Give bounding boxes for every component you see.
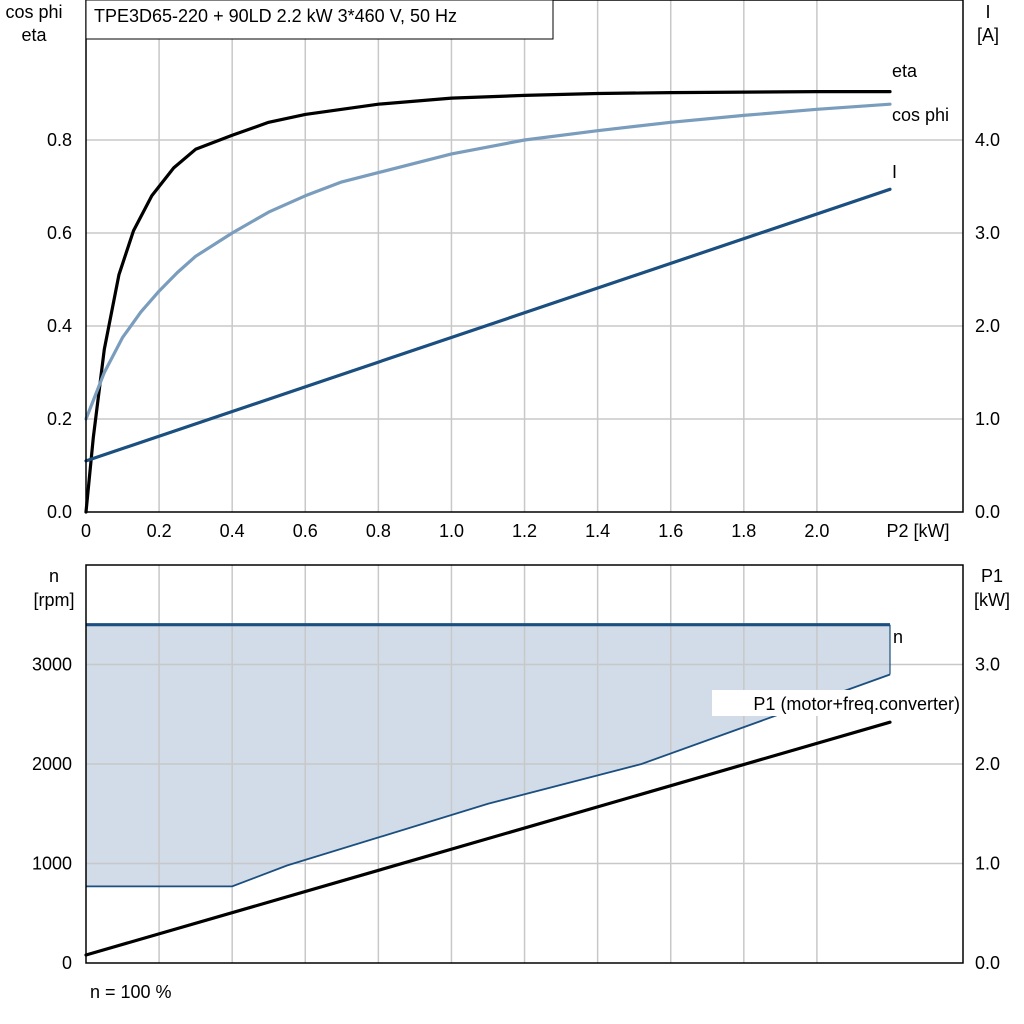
upper-right-tick-label: 0.0	[975, 502, 1000, 522]
speed-range-area	[86, 624, 890, 887]
chart-title: TPE3D65-220 + 90LD 2.2 kW 3*460 V, 50 Hz	[94, 6, 457, 26]
lower-left-tick-label: 3000	[32, 655, 72, 675]
lower-right-tick-label: 3.0	[975, 655, 1000, 675]
x-axis-label: P2 [kW]	[886, 521, 949, 541]
speed-footnote: n = 100 %	[90, 982, 172, 1002]
upper-left-axis-label-line2: eta	[21, 25, 47, 45]
x-tick-label: 0.6	[293, 521, 318, 541]
lower-left-axis-label-line1: n	[49, 566, 59, 586]
x-tick-label: 1.4	[585, 521, 610, 541]
lower-left-tick-label: 0	[62, 953, 72, 973]
x-tick-label: 1.0	[439, 521, 464, 541]
upper-right-tick-labels: 0.0 1.0 2.0 3.0 4.0	[975, 130, 1000, 522]
lower-left-axis-label-line2: [rpm]	[33, 590, 74, 610]
p1-label-background	[712, 690, 962, 716]
upper-panel-grid	[86, 0, 963, 512]
min-speed-curve	[86, 673, 891, 888]
p1-series-label: P1 (motor+freq.converter)	[753, 694, 960, 714]
upper-left-tick-label: 0.8	[47, 130, 72, 150]
upper-right-tick-label: 3.0	[975, 223, 1000, 243]
upper-left-tick-label: 0.2	[47, 409, 72, 429]
title-box	[85, 0, 554, 40]
cos-phi-curve	[84, 102, 892, 421]
x-tick-label: 0.2	[147, 521, 172, 541]
upper-right-axis-label-line1: I	[985, 2, 990, 22]
lower-right-tick-label: 2.0	[975, 754, 1000, 774]
lower-panel-frame	[85, 564, 964, 964]
lower-right-tick-label: 0.0	[975, 953, 1000, 973]
upper-x-tick-labels: 0 0.2 0.4 0.6 0.8 1.0 1.2 1.4 1.6 1.8 2.0	[81, 521, 829, 541]
x-tick-label: 0.4	[220, 521, 245, 541]
upper-left-tick-labels: 0.0 0.2 0.4 0.6 0.8	[47, 130, 72, 522]
eta-series-label: eta	[892, 61, 918, 81]
upper-left-tick-label: 0.0	[47, 502, 72, 522]
lower-right-tick-label: 1.0	[975, 854, 1000, 874]
lower-right-axis-label-line1: P1	[981, 566, 1003, 586]
upper-right-tick-label: 1.0	[975, 409, 1000, 429]
upper-left-tick-label: 0.6	[47, 223, 72, 243]
speed-range-fill	[86, 624, 890, 887]
upper-right-tick-label: 4.0	[975, 130, 1000, 150]
upper-right-tick-label: 2.0	[975, 316, 1000, 336]
x-tick-label: 1.2	[512, 521, 537, 541]
lower-left-tick-label: 2000	[32, 754, 72, 774]
cos-phi-series-label: cos phi	[892, 105, 949, 125]
upper-left-axis-label-line1: cos phi	[5, 2, 62, 22]
x-tick-label: 0.8	[366, 521, 391, 541]
x-tick-label: 0	[81, 521, 91, 541]
x-tick-label: 1.8	[731, 521, 756, 541]
lower-left-tick-labels: 0 1000 2000 3000	[32, 655, 72, 974]
speed-series-label: n	[893, 627, 903, 647]
upper-right-axis-label-line2: [A]	[977, 25, 999, 45]
x-tick-label: 1.6	[658, 521, 683, 541]
upper-panel-curves	[84, 89, 892, 514]
eta-curve	[84, 89, 892, 514]
upper-panel-frame	[85, 0, 964, 513]
x-tick-label: 2.0	[804, 521, 829, 541]
lower-right-tick-labels: 0.0 1.0 2.0 3.0	[975, 655, 1000, 974]
lower-left-tick-label: 1000	[32, 854, 72, 874]
current-curve	[84, 187, 892, 463]
current-series-label: I	[892, 162, 897, 182]
p1-curve	[84, 720, 892, 957]
lower-right-axis-label-line2: [kW]	[974, 590, 1010, 610]
lower-panel-curves	[84, 623, 892, 957]
upper-left-tick-label: 0.4	[47, 316, 72, 336]
